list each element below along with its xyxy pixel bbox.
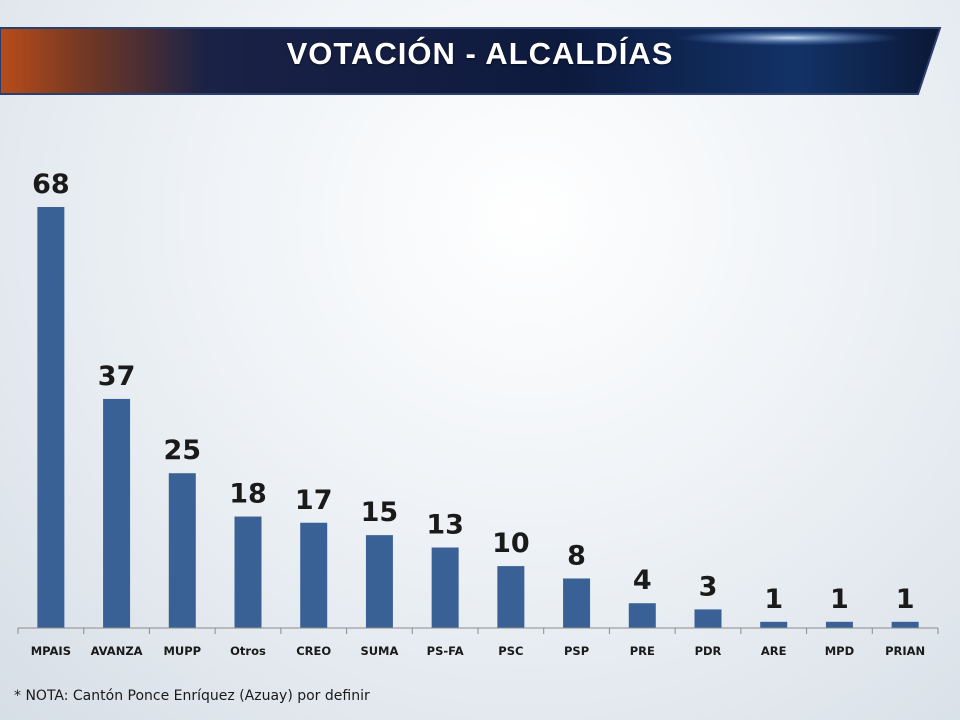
category-label-otros: Otros xyxy=(230,644,266,658)
category-label-mpais: MPAIS xyxy=(31,644,71,658)
bars-group xyxy=(37,207,919,628)
value-label-creo: 17 xyxy=(295,485,333,516)
value-label-avanza: 37 xyxy=(98,361,136,392)
category-label-psp: PSP xyxy=(564,644,589,658)
bar-are xyxy=(760,621,788,628)
value-label-pre: 4 xyxy=(633,565,652,596)
value-label-mpd: 1 xyxy=(830,584,849,615)
category-label-creo: CREO xyxy=(296,644,331,658)
page-title: VOTACIÓN - ALCALDÍAS xyxy=(286,36,674,71)
bar-suma xyxy=(365,535,393,628)
value-label-suma: 15 xyxy=(361,497,399,528)
category-label-pdr: PDR xyxy=(695,644,722,658)
bar-psc xyxy=(497,566,525,628)
bar-prian xyxy=(891,621,919,628)
category-labels-group: MPAIS AVANZA MUPP Otros CREO SUMA PS-FA PSC PSP P… xyxy=(31,644,925,658)
bar-creo xyxy=(300,522,328,628)
bar-mpd xyxy=(825,621,853,628)
value-label-pdr: 3 xyxy=(699,571,718,602)
category-label-psc: PSC xyxy=(498,644,523,658)
bar-otros xyxy=(234,516,262,628)
category-label-ps-fa: PS-FA xyxy=(427,644,464,658)
value-label-ps-fa: 13 xyxy=(426,510,464,541)
category-label-avanza: AVANZA xyxy=(91,644,143,658)
x-axis-ticks xyxy=(17,628,939,634)
category-label-suma: SUMA xyxy=(360,644,398,658)
value-labels-group: 68 37 25 18 17 15 13 10 8 4 3 1 1 1 xyxy=(32,169,914,615)
bar-psp xyxy=(563,578,591,628)
bar-ps-fa xyxy=(431,547,459,628)
value-label-prian: 1 xyxy=(896,584,915,615)
value-label-mpais: 68 xyxy=(32,169,70,200)
bar-pre xyxy=(628,603,656,628)
bar-pdr xyxy=(694,609,722,628)
category-label-mupp: MUPP xyxy=(163,644,201,658)
category-label-mpd: MPD xyxy=(825,644,854,658)
footnote: * NOTA: Cantón Ponce Enríquez (Azuay) po… xyxy=(14,688,370,704)
bar-mpais xyxy=(37,207,65,628)
category-label-are: ARE xyxy=(761,644,787,658)
value-label-mupp: 25 xyxy=(163,435,201,466)
value-label-psc: 10 xyxy=(492,528,530,559)
category-label-pre: PRE xyxy=(630,644,655,658)
value-label-otros: 18 xyxy=(229,479,267,510)
bar-mupp xyxy=(168,473,196,628)
value-label-are: 1 xyxy=(764,584,783,615)
bar-avanza xyxy=(103,398,131,628)
title-banner xyxy=(0,27,942,95)
category-label-prian: PRIAN xyxy=(885,644,925,658)
value-label-psp: 8 xyxy=(567,540,586,571)
